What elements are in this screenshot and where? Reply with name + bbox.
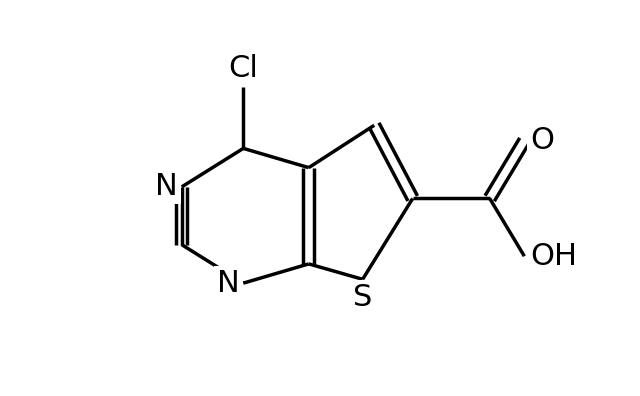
Text: N: N bbox=[217, 268, 239, 298]
Text: N: N bbox=[155, 172, 178, 202]
Text: OH: OH bbox=[531, 242, 577, 271]
Text: Cl: Cl bbox=[228, 54, 258, 83]
Text: S: S bbox=[353, 283, 372, 312]
Text: O: O bbox=[531, 126, 554, 155]
